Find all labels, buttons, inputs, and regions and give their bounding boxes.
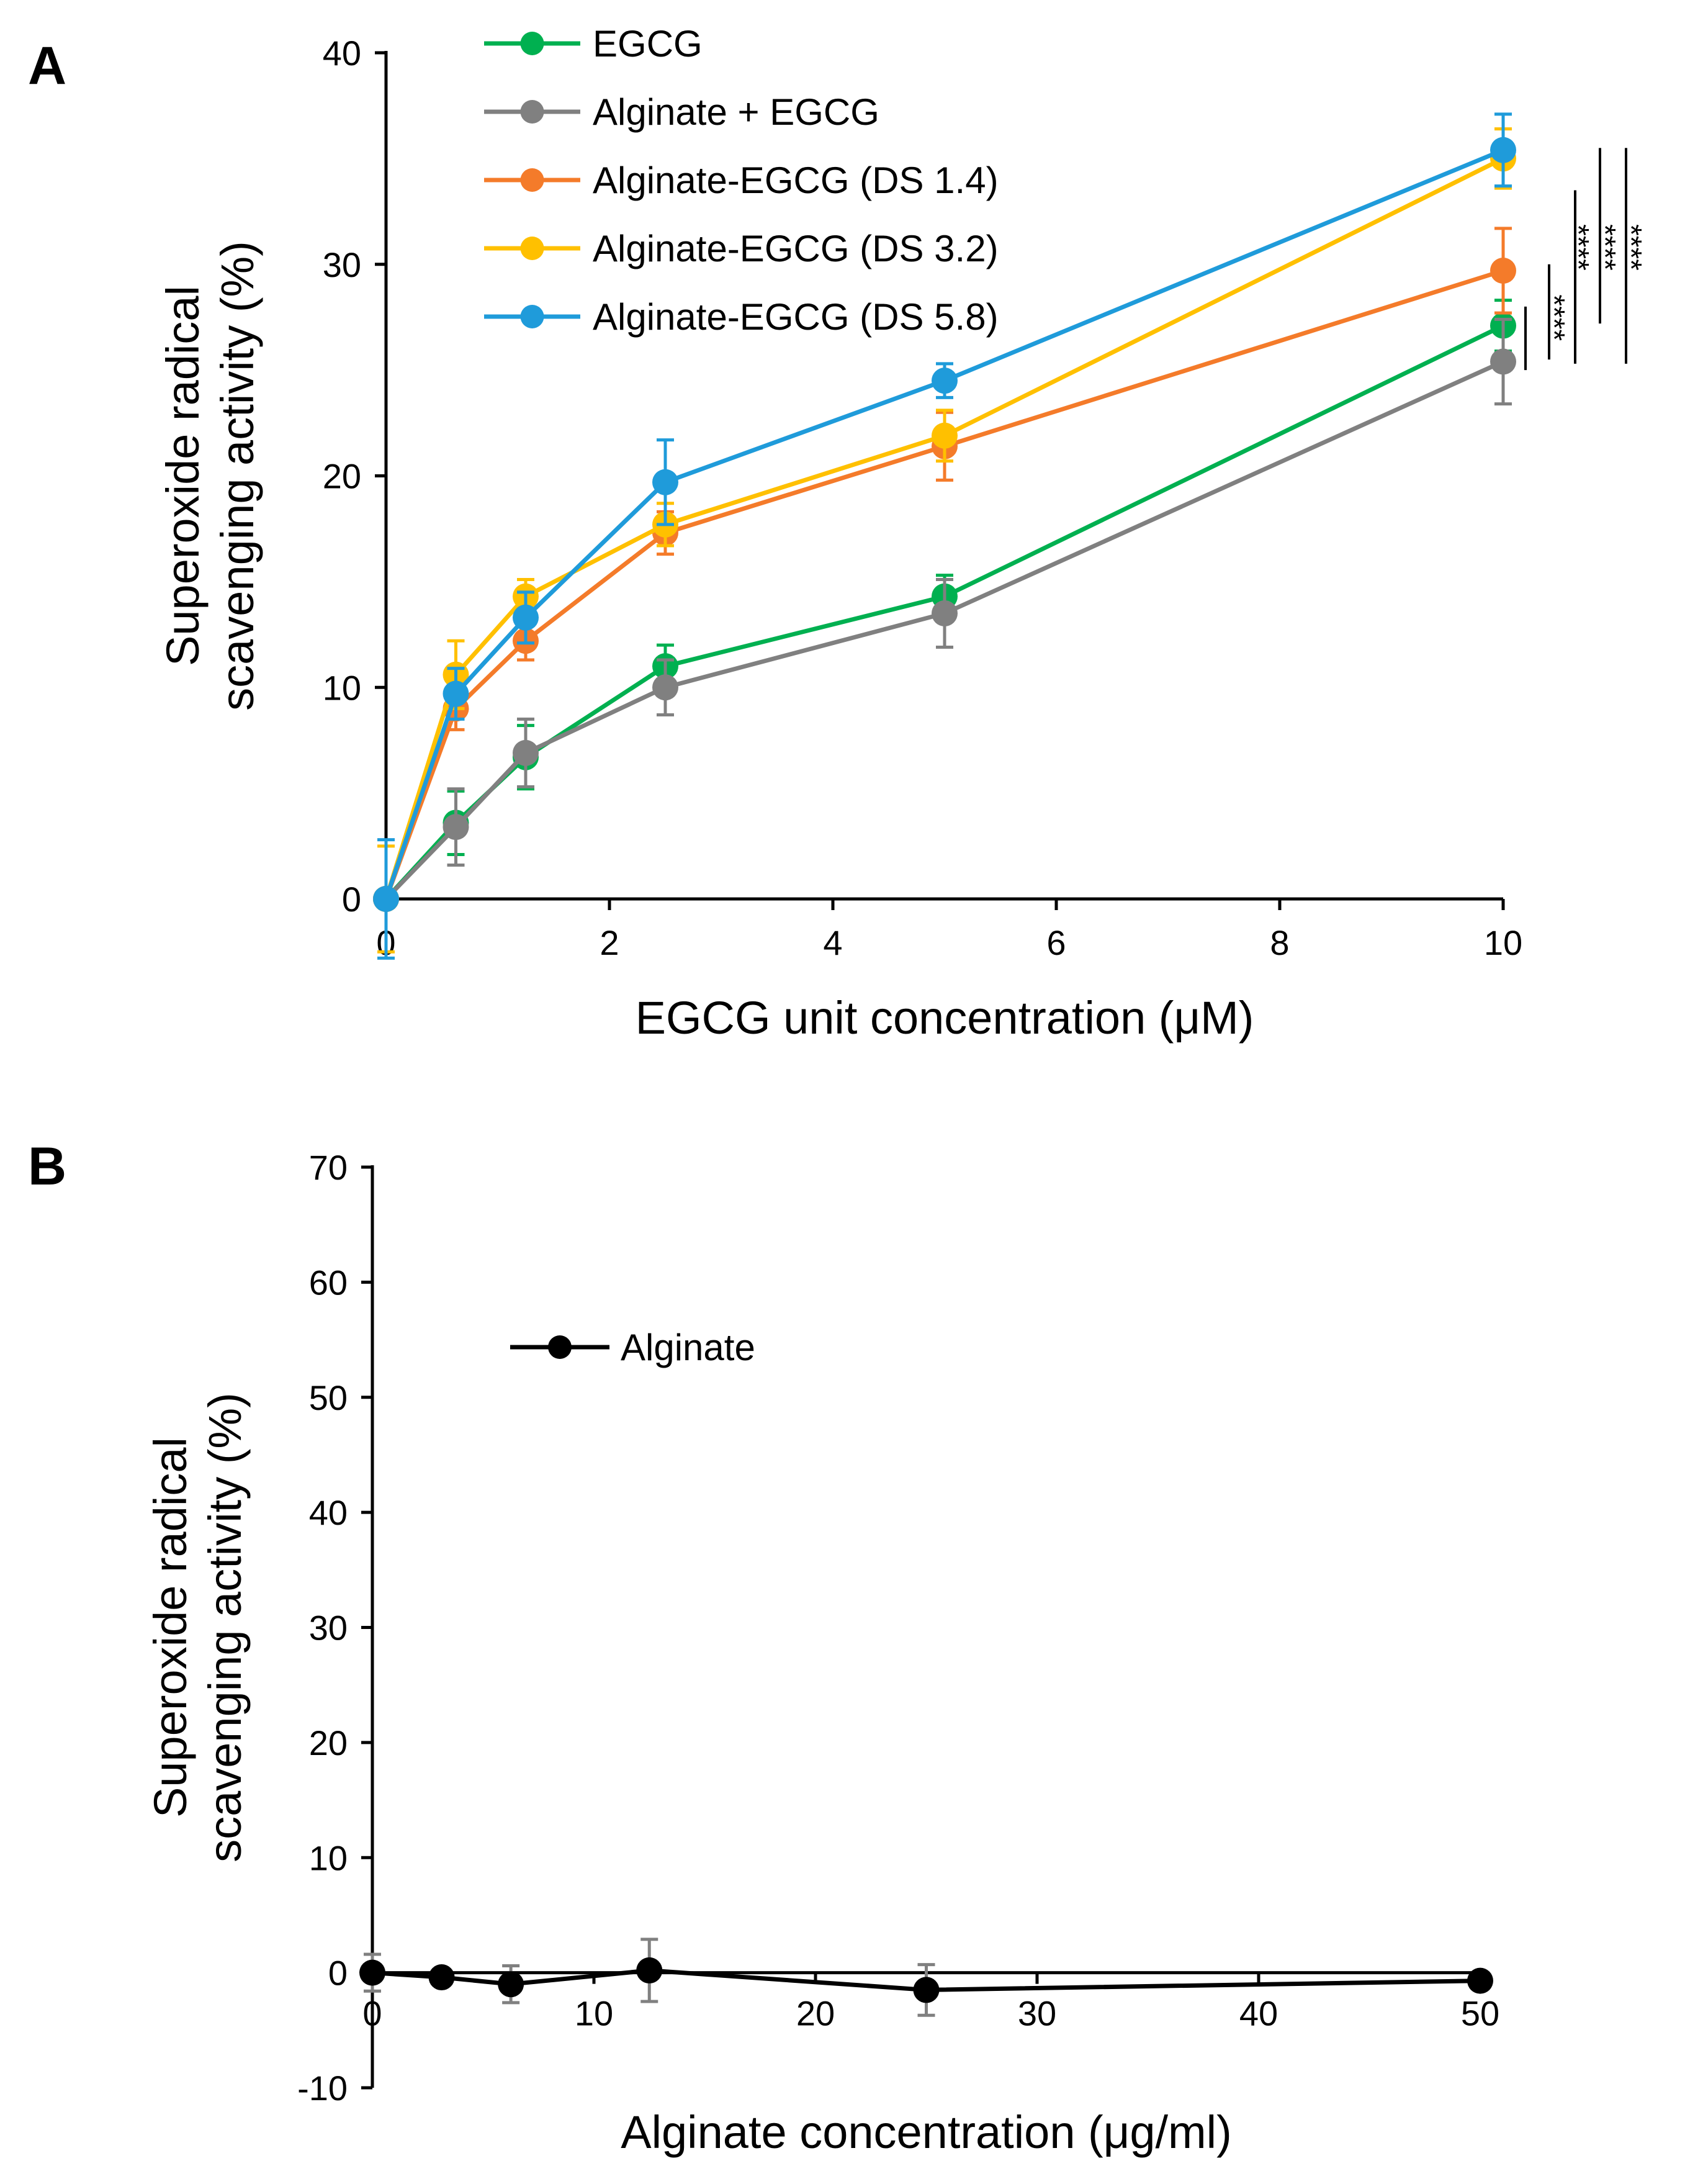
x-tick-label: 10: [575, 1994, 613, 2033]
legend-label: Alginate-EGCG (DS 5.8): [593, 296, 999, 338]
significance-label: *: [1537, 294, 1570, 306]
legend-marker: [548, 1335, 572, 1359]
y-tick-label: 20: [323, 457, 361, 496]
series-line: [384, 268, 1504, 900]
x-tick-label: 2: [600, 923, 619, 962]
significance-label: ****: [1588, 224, 1621, 271]
y-axis-title-line2: scavenging activity (%): [212, 241, 263, 711]
x-tick-label: 40: [1239, 1994, 1278, 2033]
y-axis-title-line1: Superoxide radical: [157, 286, 209, 666]
legend-marker: [520, 32, 544, 55]
data-point: [932, 600, 958, 626]
significance-label: ****: [1561, 224, 1594, 271]
series-0: [359, 1938, 1493, 2017]
data-point: [443, 680, 469, 707]
series-line: [384, 148, 1504, 900]
data-point: [513, 739, 539, 766]
panel-label-a: A: [28, 36, 66, 96]
y-axis-title-line1: Superoxide radical: [145, 1437, 196, 1818]
significance-label: ****: [1614, 224, 1647, 271]
series-line: [384, 323, 1504, 901]
series-line: [384, 359, 1504, 901]
series-line: [384, 156, 1504, 900]
x-tick-label: 10: [1484, 923, 1522, 962]
data-point: [652, 674, 678, 701]
legend-label: Alginate-EGCG (DS 1.4): [593, 160, 999, 201]
y-tick-label: 10: [323, 668, 361, 707]
data-point: [1490, 257, 1516, 284]
data-point: [498, 1971, 524, 1998]
y-tick-label: 0: [342, 880, 361, 919]
data-point: [359, 1959, 385, 1986]
x-tick-label: 8: [1270, 923, 1289, 962]
x-tick-label: 0: [362, 1994, 382, 2033]
data-point: [1490, 348, 1516, 375]
panel-label-b: B: [28, 1137, 66, 1196]
y-tick-label: 0: [328, 1954, 348, 1993]
legend-marker: [520, 100, 544, 124]
y-tick-label: 50: [309, 1378, 348, 1417]
series-4: [373, 112, 1516, 960]
y-tick-label: 30: [309, 1609, 348, 1648]
data-point: [373, 886, 399, 912]
panel-b: B -10 0 10 20 30 40 50 60 70 0 10 20 30 40 50 Alginate c…: [28, 1137, 1499, 2158]
data-point: [428, 1964, 455, 1991]
data-point: [913, 1977, 940, 2003]
x-tick-label: 20: [796, 1994, 835, 2033]
series-1: [373, 317, 1516, 912]
x-tick-label: 50: [1461, 1994, 1499, 2033]
data-point: [443, 814, 469, 841]
y-tick-label: 40: [309, 1493, 348, 1532]
y-tick-label: 70: [309, 1148, 348, 1187]
x-axis-title: Alginate concentration (μg/ml): [621, 2106, 1232, 2158]
legend-marker: [520, 237, 544, 260]
legend-label: Alginate + EGCG: [593, 91, 879, 133]
y-tick-label: -10: [297, 2069, 348, 2108]
significance-label: ***: [1537, 306, 1570, 341]
x-tick-label: 4: [823, 923, 842, 962]
panel-a: A0102030400246810EGCG unit concentration…: [28, 23, 1647, 1044]
y-tick-label: 30: [323, 245, 361, 284]
y-tick-label: 40: [323, 34, 361, 73]
data-point: [932, 368, 958, 394]
y-tick-label: 60: [309, 1263, 348, 1302]
legend-label: EGCG: [593, 23, 703, 65]
y-tick-label: 10: [309, 1838, 348, 1877]
x-axis-title: EGCG unit concentration (μM): [636, 992, 1254, 1044]
legend-marker: [520, 168, 544, 192]
y-tick-label: 20: [309, 1723, 348, 1762]
x-tick-label: 30: [1018, 1994, 1056, 2033]
data-point: [652, 469, 678, 495]
data-point: [1490, 137, 1516, 163]
x-tick-label: 6: [1046, 923, 1066, 962]
legend-marker: [520, 305, 544, 328]
y-axis-title-line2: scavenging activity (%): [199, 1392, 251, 1862]
data-point: [636, 1957, 663, 1983]
legend-label: Alginate: [621, 1327, 755, 1368]
legend-label: Alginate-EGCG (DS 3.2): [593, 228, 999, 269]
data-point: [932, 422, 958, 449]
data-point: [513, 604, 539, 631]
data-point: [1467, 1967, 1493, 1994]
